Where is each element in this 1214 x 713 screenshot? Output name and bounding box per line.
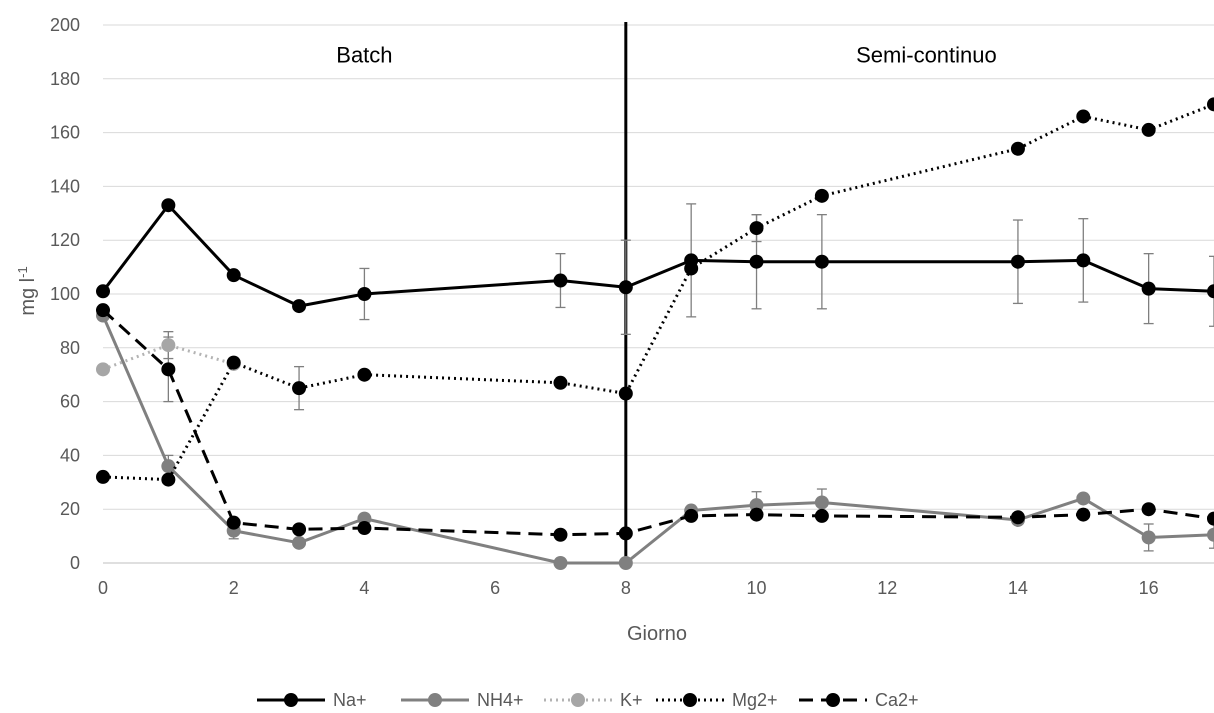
legend-label-k-plus: K+ [620, 690, 643, 710]
data-point-nh4-plus [1076, 491, 1091, 506]
data-point-ca2-plus [1141, 502, 1156, 517]
series-line-nh4-plus [101, 314, 1214, 565]
data-point-na-plus [357, 287, 372, 301]
x-tick-label: 2 [229, 578, 239, 598]
data-point-ca2-plus [161, 362, 176, 377]
series-line-mg2-plus [102, 102, 1214, 482]
data-point-mg2-plus [1141, 122, 1156, 137]
y-tick-label: 40 [60, 445, 80, 465]
legend-marker-k-plus [571, 693, 585, 707]
y-tick-label: 20 [60, 499, 80, 519]
data-point-mg2-plus [814, 188, 829, 203]
x-tick-label: 16 [1139, 578, 1159, 598]
data-point-mg2-plus [684, 261, 699, 276]
legend-label-ca2-plus: Ca2+ [875, 690, 919, 710]
data-point-nh4-plus [553, 556, 568, 570]
x-axis-ticks: 0 2 4 6 8 10 12 14 16 [98, 578, 1159, 598]
y-axis-title-superscript: -1 [15, 266, 30, 278]
data-point-mg2-plus [749, 221, 764, 236]
data-point-ca2-plus [814, 508, 829, 523]
data-point-mg2-plus [618, 386, 633, 401]
data-point-k-plus [161, 338, 176, 353]
series-line-na-plus [101, 203, 1214, 308]
annotation-semi-continuo: Semi-continuo [856, 43, 997, 68]
data-point-ca2-plus [684, 508, 699, 523]
gridlines [103, 24, 1214, 510]
legend-label-nh4-plus: NH4+ [477, 690, 524, 710]
x-tick-label: 4 [359, 578, 369, 598]
y-tick-label: 0 [70, 553, 80, 573]
data-point-na-plus [749, 254, 764, 269]
y-tick-label: 180 [50, 69, 80, 89]
data-point-nh4-plus [1207, 527, 1214, 542]
series-line-ca2-plus [101, 309, 1214, 537]
data-point-mg2-plus [161, 472, 176, 487]
data-point-na-plus [1010, 254, 1025, 269]
data-point-mg2-plus [1010, 141, 1025, 156]
data-point-na-plus [618, 280, 633, 295]
x-axis-title: Giorno [627, 623, 687, 645]
data-point-mg2-plus [96, 469, 110, 484]
x-tick-label: 10 [747, 578, 767, 598]
data-point-nh4-plus [292, 535, 307, 550]
y-tick-label: 160 [50, 123, 80, 143]
data-point-mg2-plus [553, 375, 568, 390]
y-axis-ticks: 0 20 40 60 80 100 120 140 160 180 200 [50, 15, 80, 573]
legend-marker-mg2-plus [683, 693, 697, 707]
series-line-k-plus [102, 343, 235, 371]
data-point-ca2-plus [1076, 507, 1091, 522]
data-point-ca2-plus [292, 522, 307, 537]
legend: Na+ NH4+ K+ Mg2+ Ca2+ [257, 690, 919, 710]
y-tick-label: 80 [60, 338, 80, 358]
data-point-na-plus [161, 198, 176, 213]
data-point-ca2-plus [1010, 510, 1025, 525]
x-tick-label: 14 [1008, 578, 1028, 598]
legend-marker-ca2-plus [826, 693, 840, 707]
data-point-na-plus [292, 299, 307, 314]
data-point-mg2-plus [357, 367, 372, 382]
svg-text:mg l-1: mg l-1 [15, 266, 39, 315]
data-point-ca2-plus [618, 526, 633, 541]
data-point-mg2-plus [292, 381, 307, 396]
series-group [96, 97, 1214, 570]
y-axis-title: mg l-1 [15, 266, 39, 315]
annotation-batch: Batch [336, 43, 392, 68]
data-point-ca2-plus [357, 521, 372, 536]
data-point-mg2-plus [1207, 97, 1214, 112]
data-point-nh4-plus [1141, 530, 1156, 545]
data-point-na-plus [1076, 253, 1091, 268]
data-point-nh4-plus [814, 495, 829, 510]
legend-label-mg2-plus: Mg2+ [732, 690, 778, 710]
data-point-ca2-plus [749, 507, 764, 522]
data-point-ca2-plus [226, 515, 241, 530]
y-tick-label: 120 [50, 230, 80, 250]
data-point-nh4-plus [161, 459, 176, 474]
data-point-nh4-plus [618, 556, 633, 570]
y-tick-label: 100 [50, 284, 80, 304]
data-point-na-plus [226, 268, 241, 283]
legend-label-na-plus: Na+ [333, 690, 367, 710]
data-point-mg2-plus [1076, 109, 1091, 124]
data-point-ca2-plus [96, 303, 110, 318]
x-tick-label: 0 [98, 578, 108, 598]
data-point-k-plus [96, 362, 110, 377]
x-tick-label: 6 [490, 578, 500, 598]
x-tick-label: 12 [877, 578, 897, 598]
legend-marker-nh4-plus [428, 693, 442, 707]
data-point-na-plus [1207, 284, 1214, 299]
y-axis-title-text: mg l [17, 278, 39, 316]
data-point-na-plus [1141, 281, 1156, 296]
data-point-na-plus [814, 254, 829, 269]
data-point-na-plus [553, 273, 568, 288]
y-tick-label: 60 [60, 392, 80, 412]
y-tick-label: 200 [50, 15, 80, 35]
data-point-ca2-plus [1207, 511, 1214, 526]
legend-marker-na-plus [284, 693, 298, 707]
data-point-mg2-plus [226, 355, 241, 370]
data-point-na-plus [96, 284, 110, 299]
y-tick-label: 140 [50, 176, 80, 196]
data-point-ca2-plus [553, 527, 568, 542]
x-tick-label: 8 [621, 578, 631, 598]
